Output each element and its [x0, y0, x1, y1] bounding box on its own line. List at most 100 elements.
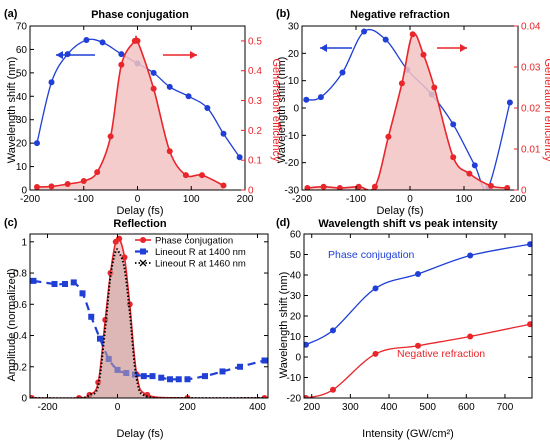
ylabel-d: Wavelength shift (nm): [278, 272, 290, 379]
y2-tick-label: 0.01: [521, 145, 541, 156]
x-tick-label: 200: [179, 402, 196, 413]
x-tick-label: 700: [497, 402, 514, 413]
series-right-red-point: [220, 182, 227, 189]
y-tick-label: 0.4: [13, 331, 27, 342]
y-tick-label: 60: [16, 45, 28, 56]
y2label-b: Generation efficiency: [542, 58, 550, 162]
y-tick-label: 20: [16, 139, 28, 150]
series-phase-conjugation-point: [30, 395, 35, 398]
legend-label: Lineout R at 1400 nm: [155, 247, 246, 258]
series-right-red-point: [450, 154, 457, 161]
plot-area: [303, 28, 513, 190]
series-left-blue-point: [48, 79, 55, 86]
series-right-red-point: [118, 61, 125, 68]
series-negative-refraction-point: [527, 321, 532, 328]
series-right-red-point: [385, 133, 392, 140]
legend-marker: [140, 248, 146, 255]
x-tick-label: 200: [237, 194, 254, 205]
y2-tick-label: 0.02: [521, 104, 541, 115]
series-left-blue-point: [64, 51, 71, 58]
y-tick-label: -20: [287, 394, 302, 405]
x-tick-label: 400: [249, 402, 266, 413]
series-right-red-point: [355, 183, 362, 190]
series-phase-conjugation-line: [305, 243, 531, 346]
series-lineout-r-at-1400-nm-point: [88, 313, 95, 320]
series-right-red-point: [304, 184, 311, 190]
plot-3: 200 300 400 500 600 700 -20 -10 0 10 20 30 40 50 60: [287, 230, 533, 413]
series-right-red-point: [94, 169, 101, 176]
series-right-red-point: [420, 51, 427, 58]
series-left-blue-point: [303, 96, 310, 103]
series-left-blue-point: [99, 39, 106, 46]
x-tick-label: -100: [346, 194, 366, 205]
x-tick-label: 100: [456, 194, 473, 205]
series-left-blue-point: [33, 140, 40, 147]
x-tick-label: 0: [115, 402, 121, 413]
y-tick-label: 40: [290, 271, 302, 282]
arrow-left-blue-a-head: [56, 51, 63, 59]
series-negative-refraction-line: [305, 323, 531, 398]
series-right-red-point: [166, 148, 173, 155]
y-tick-label: 30: [16, 115, 28, 126]
series-right-red-point: [64, 181, 71, 188]
series-lineout-r-at-1400-nm-point: [97, 335, 103, 342]
series-right-red-point: [398, 80, 405, 87]
series-right-red-fill: [36, 36, 224, 190]
y2-tick-label: 0.4: [248, 66, 262, 77]
series-lineout-r-at-1400-nm-point: [51, 280, 58, 287]
series-right-red-point: [466, 170, 473, 177]
series-left-blue-point: [339, 69, 346, 76]
title-c: Reflection: [113, 218, 166, 230]
series-right-red-point: [80, 178, 87, 185]
y-tick-label: -10: [287, 373, 302, 384]
plot-area: [30, 235, 268, 398]
series-left-blue-point: [204, 105, 211, 111]
title-a: Phase conjugation: [91, 9, 189, 21]
y2label-a: Generation efficiency: [270, 58, 282, 162]
ylabel-a: Wavelength shift (nm): [6, 57, 18, 164]
series-lineout-r-at-1400-nm-point: [70, 279, 77, 286]
series-left-blue-point: [150, 69, 157, 76]
legend-marker: [140, 237, 146, 243]
y-tick-label: 0: [293, 104, 299, 115]
y-tick-label: 0.8: [13, 269, 27, 280]
series-lineout-r-at-1400-nm-point: [202, 373, 208, 380]
series-lineout-r-at-1400-nm-line: [33, 279, 265, 381]
x-tick-label: -200: [37, 402, 57, 413]
xlabel-a: Delay (fs): [116, 205, 163, 217]
x-tick-label: 0: [407, 194, 413, 205]
y-tick-label: 10: [288, 76, 300, 87]
legend-marker: [139, 259, 147, 267]
series-right-red-point: [48, 183, 55, 190]
y2-tick-label: 0: [248, 186, 254, 197]
series-phase-conjugation-point: [304, 341, 309, 348]
y-tick-label: 50: [290, 250, 302, 261]
y-tick-label: 70: [16, 22, 28, 33]
y-tick-label: 0.2: [13, 362, 27, 373]
x-tick-label: 0: [135, 194, 141, 205]
series-left-blue-point: [118, 51, 125, 58]
series-right-red-point: [431, 84, 438, 91]
y2-tick-label: 0.2: [248, 126, 262, 137]
panel-label-a: (a): [4, 8, 18, 20]
series-phase-conjugation-point: [121, 254, 128, 261]
y2-tick-label: 0.03: [521, 63, 541, 74]
panel-label-d: (d): [276, 217, 290, 229]
series-lineout-r-at-1400-nm-point: [62, 280, 68, 287]
series-right-red-point: [150, 85, 157, 92]
series-phase-conjugation-point: [372, 285, 379, 292]
series-negative-refraction-point: [467, 333, 474, 340]
y-tick-label: 40: [16, 92, 28, 103]
series-right-red-point: [134, 37, 141, 44]
y2-tick-label: 0.3: [248, 96, 262, 107]
series-left-blue-point: [185, 93, 192, 100]
y-tick-label: 10: [16, 162, 28, 173]
y2-tick-label: 0.1: [248, 156, 262, 167]
y-tick-label: -10: [285, 131, 300, 142]
legend-label: Phase conjugation: [155, 236, 233, 247]
x-tick-label: 500: [419, 402, 436, 413]
series-left-blue-point: [236, 154, 243, 161]
series-phase-conjugation-point: [467, 252, 474, 259]
